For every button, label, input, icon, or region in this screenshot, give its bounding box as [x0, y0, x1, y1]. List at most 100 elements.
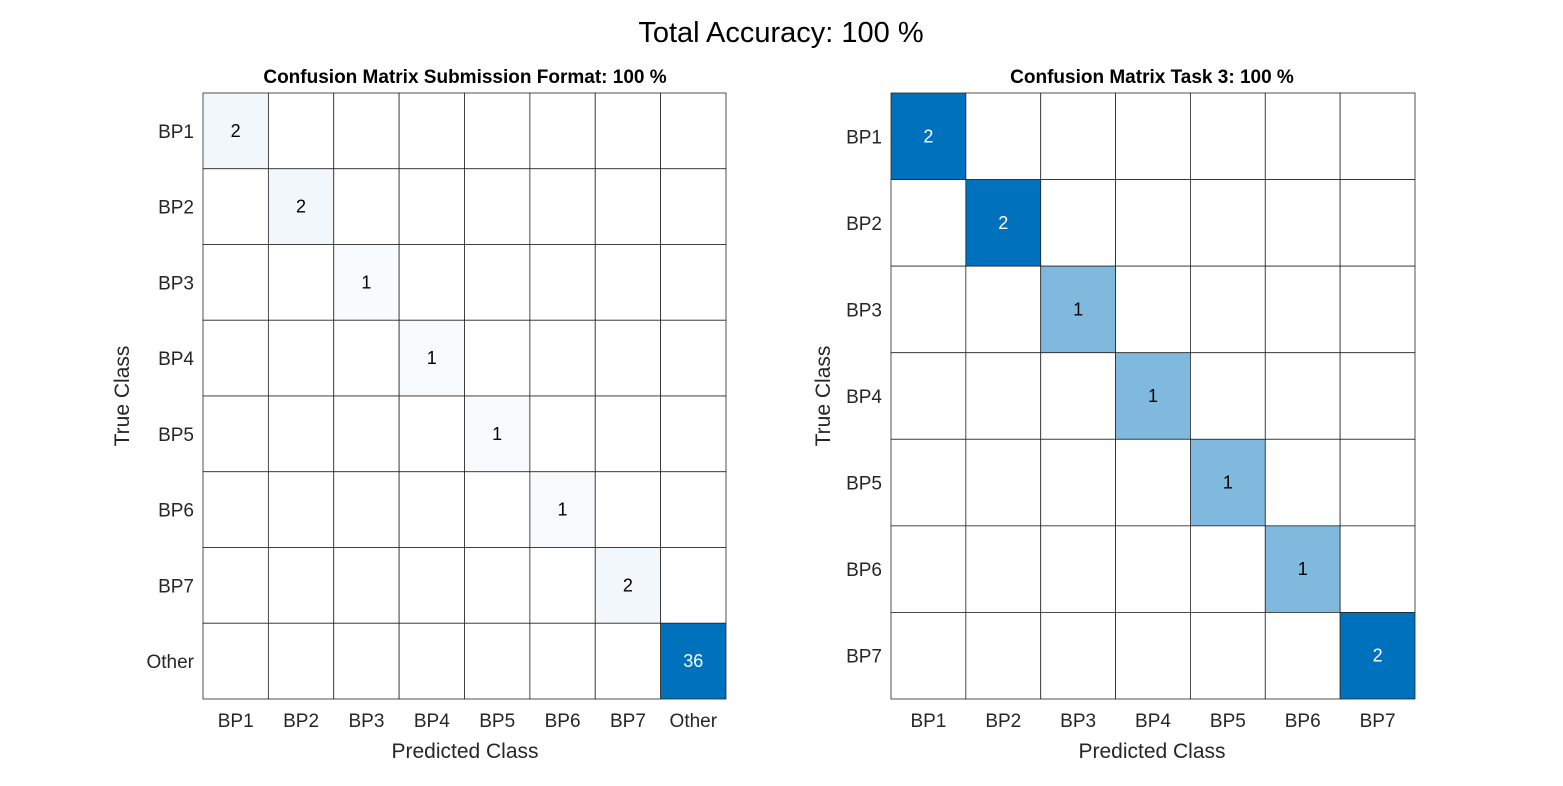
heatmap-cell	[464, 319, 531, 397]
heatmap-cell	[529, 395, 596, 473]
figure-title: Total Accuracy: 100 %	[638, 17, 923, 49]
heatmap-cell	[1115, 612, 1191, 700]
x-tick-label: BP4	[414, 711, 450, 732]
heatmap-cell	[965, 92, 1042, 180]
heatmap-cell	[202, 319, 269, 397]
x-axis-label: Predicted Class	[1078, 740, 1225, 763]
heatmap-cell	[398, 92, 465, 170]
heatmap-cell	[267, 471, 335, 548]
x-tick-label: BP1	[218, 711, 254, 732]
x-axis-label: Predicted Class	[391, 740, 538, 763]
heatmap-cell	[398, 547, 465, 624]
heatmap-cell	[594, 622, 662, 700]
cell-value-label: 36	[683, 651, 703, 671]
heatmap-cell	[594, 168, 662, 245]
heatmap-cell	[594, 319, 662, 397]
heatmap-cell	[1264, 438, 1341, 527]
heatmap-cell	[1339, 438, 1416, 527]
heatmap-cell	[267, 92, 335, 170]
heatmap-cell	[660, 471, 727, 548]
confusion-matrix-submission-format: Confusion Matrix Submission Format: 100 …	[111, 67, 727, 763]
heatmap-cell	[1040, 352, 1116, 440]
chart-title: Confusion Matrix Submission Format: 100 …	[263, 67, 666, 88]
heatmap-cell	[529, 319, 596, 397]
cell-value-label: 2	[296, 197, 306, 217]
heatmap-cell	[965, 179, 1042, 267]
heatmap-cell	[660, 622, 727, 700]
heatmap-cell	[1339, 179, 1416, 267]
heatmap-cell	[1264, 265, 1341, 354]
heatmap-cell	[202, 168, 269, 245]
heatmap-cell	[660, 547, 727, 624]
heatmap-cell	[529, 168, 596, 245]
x-tick-label: BP3	[1060, 711, 1096, 732]
heatmap-cell	[529, 471, 596, 548]
heatmap-cell	[202, 547, 269, 624]
heatmap-cell	[1264, 179, 1341, 267]
heatmap-cell	[267, 319, 335, 397]
y-tick-label: BP7	[846, 647, 882, 668]
heatmap-cell	[333, 547, 400, 624]
y-tick-label: BP4	[158, 349, 194, 370]
x-tick-label: BP5	[1210, 711, 1246, 732]
y-tick-label: BP7	[158, 576, 194, 597]
cell-value-label: 2	[623, 575, 633, 595]
heatmap-cell	[464, 622, 531, 700]
heatmap-cell	[398, 168, 465, 245]
cell-value-label: 1	[427, 348, 437, 368]
heatmap-cell	[202, 395, 269, 473]
heatmap-cell	[529, 547, 596, 624]
y-tick-label: BP2	[158, 198, 194, 219]
heatmap-cell	[1190, 612, 1266, 700]
cell-value-label: 1	[1223, 473, 1233, 493]
heatmap-cell	[267, 244, 335, 321]
heatmap-cell	[333, 471, 400, 548]
heatmap-cell	[267, 168, 335, 245]
heatmap-cell	[890, 179, 967, 267]
y-tick-label: BP2	[846, 214, 882, 235]
heatmap-cell	[594, 395, 662, 473]
heatmap-cell	[965, 438, 1042, 527]
y-tick-labels: BP1 BP2 BP3 BP4 BP5 BP6 BP7 Other	[146, 122, 194, 673]
heatmap-cell	[660, 92, 727, 170]
heatmap-cell	[464, 92, 531, 170]
x-tick-label: BP2	[985, 711, 1021, 732]
heatmap-cell	[1040, 179, 1116, 267]
y-tick-label: BP6	[158, 501, 194, 522]
y-tick-label: BP6	[846, 560, 882, 581]
heatmap-cell	[890, 612, 967, 700]
cell-value-label: 2	[1373, 646, 1383, 666]
heatmap-cell	[1115, 525, 1191, 613]
heatmap-cell	[1190, 92, 1266, 180]
heatmap-cell	[890, 525, 967, 613]
heatmap-cell	[398, 622, 465, 700]
heatmap-cell	[1115, 179, 1191, 267]
heatmap-cell	[267, 547, 335, 624]
heatmap-cell	[1190, 438, 1266, 527]
heatmap-cell	[202, 622, 269, 700]
heatmap-cell	[1190, 179, 1266, 267]
heatmap-cell	[660, 319, 727, 397]
y-tick-label: BP3	[846, 300, 882, 321]
heatmap-cell	[1264, 612, 1341, 700]
heatmap-cell	[1040, 438, 1116, 527]
heatmap-cell	[890, 438, 967, 527]
heatmap-cell	[202, 471, 269, 548]
x-tick-label: BP4	[1135, 711, 1171, 732]
heatmap-cell	[965, 265, 1042, 354]
heatmap-cell	[660, 244, 727, 321]
x-tick-label: Other	[670, 711, 718, 732]
heatmap-cell	[202, 244, 269, 321]
heatmap-cell	[398, 319, 465, 397]
heatmap-cell	[398, 395, 465, 473]
heatmap-cell	[1040, 612, 1116, 700]
cell-value-label: 1	[1073, 299, 1083, 319]
x-tick-label: BP6	[1285, 711, 1321, 732]
heatmap-cell	[333, 244, 400, 321]
heatmap-cell	[594, 92, 662, 170]
heatmap-cell	[267, 395, 335, 473]
heatmap-cell	[1040, 92, 1116, 180]
heatmap-cell	[398, 471, 465, 548]
